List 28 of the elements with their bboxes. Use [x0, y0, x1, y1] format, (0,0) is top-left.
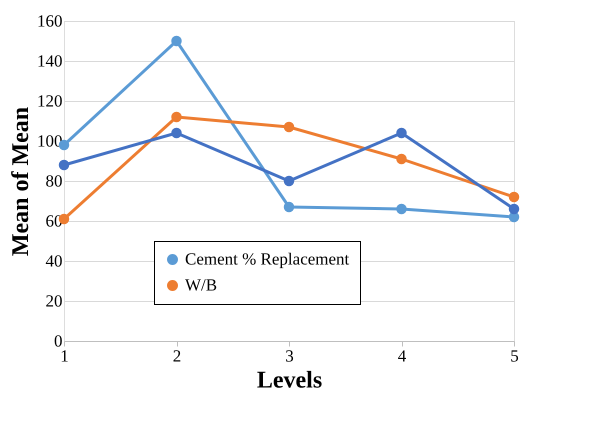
- x-tick-label: 5: [510, 346, 519, 366]
- point: [171, 112, 182, 122]
- point: [58, 160, 70, 170]
- point: [284, 202, 294, 212]
- point: [396, 154, 407, 164]
- point: [284, 176, 294, 186]
- point: [396, 204, 407, 214]
- legend-label: Cement % Replacement: [185, 250, 350, 268]
- y-tick-label: 160: [37, 12, 62, 30]
- x-axis-title: Levels: [256, 368, 322, 394]
- x-tick-label: 4: [398, 346, 407, 366]
- legend-label: W/B: [185, 276, 218, 294]
- y-axis-title: Mean of Mean: [8, 106, 34, 256]
- point: [171, 128, 182, 138]
- y-tick-label: 140: [37, 52, 62, 70]
- y-tick-label: 20: [46, 292, 62, 310]
- y-tick-label: 80: [46, 172, 62, 190]
- x-tick-label: 1: [60, 346, 69, 366]
- y-tick-label: 40: [46, 252, 62, 270]
- point: [508, 204, 520, 214]
- point: [396, 128, 407, 138]
- x-tick-label: 2: [172, 346, 182, 366]
- y-tick-label: 120: [37, 92, 62, 110]
- point: [508, 192, 520, 202]
- point: [171, 36, 182, 46]
- x-tick-label: 3: [285, 346, 294, 366]
- point: [284, 122, 294, 132]
- y-tick-label: 0: [54, 332, 62, 350]
